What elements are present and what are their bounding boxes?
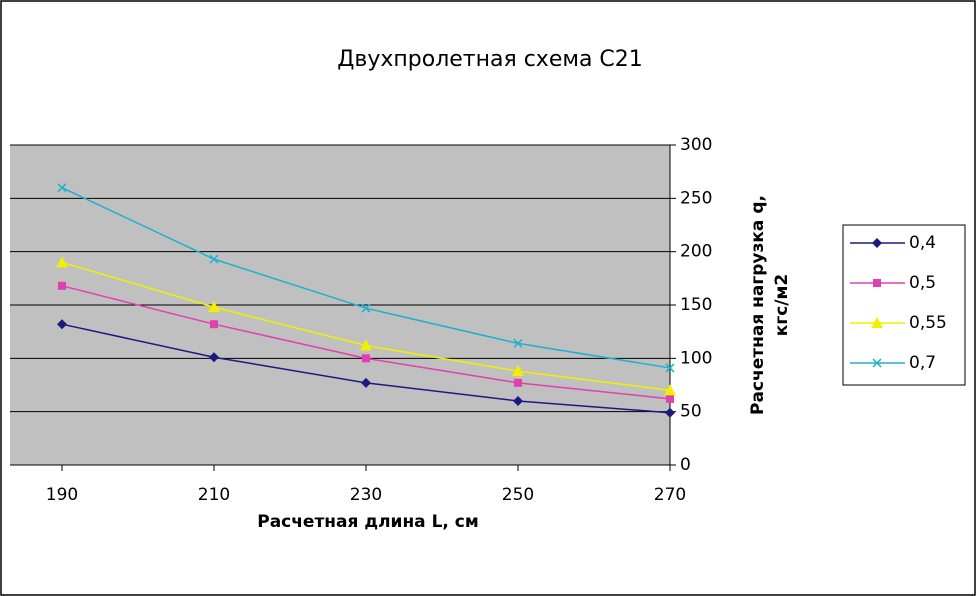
y-tick-label: 0 (680, 455, 691, 475)
marker (362, 354, 370, 363)
marker (665, 407, 675, 418)
marker (513, 338, 523, 348)
marker (210, 320, 218, 329)
x-tick-label: 230 (350, 485, 382, 505)
legend-label: 0,55 (909, 313, 947, 333)
marker (209, 352, 219, 363)
x-tick-label: 190 (46, 485, 78, 505)
y-tick-label: 300 (680, 135, 712, 155)
x-axis-label: Расчетная длина L, см (257, 512, 479, 532)
y-tick-label: 150 (680, 295, 712, 315)
marker (873, 279, 881, 287)
marker (666, 394, 674, 403)
marker (57, 319, 67, 330)
marker (361, 377, 371, 388)
y-tick-label: 200 (680, 242, 712, 262)
y-tick-label: 250 (680, 188, 712, 208)
y-axis-label: кгс/м2 (772, 274, 792, 336)
chart-title: Двухпролетная схема С21 (337, 47, 643, 72)
legend-box (842, 224, 966, 386)
marker (58, 281, 66, 290)
x-tick-label: 210 (198, 485, 230, 505)
marker (56, 256, 68, 268)
marker (871, 317, 883, 328)
marker (872, 358, 882, 368)
y-axis-label: Расчетная нагрузка q, (748, 195, 768, 415)
marker (208, 301, 220, 313)
x-tick-label: 270 (654, 485, 686, 505)
legend-label: 0,4 (909, 233, 936, 253)
marker (57, 183, 67, 193)
marker (664, 384, 676, 396)
y-tick-label: 50 (680, 402, 702, 422)
legend-label: 0,7 (909, 353, 936, 373)
marker (514, 378, 522, 387)
marker (209, 254, 219, 264)
legend-label: 0,5 (909, 273, 936, 293)
marker (665, 363, 675, 373)
marker (360, 339, 372, 351)
marker (872, 238, 882, 248)
marker (513, 396, 523, 406)
x-tick-label: 250 (502, 485, 534, 505)
marker (512, 365, 524, 377)
y-tick-label: 100 (680, 348, 712, 368)
marker (361, 303, 371, 313)
